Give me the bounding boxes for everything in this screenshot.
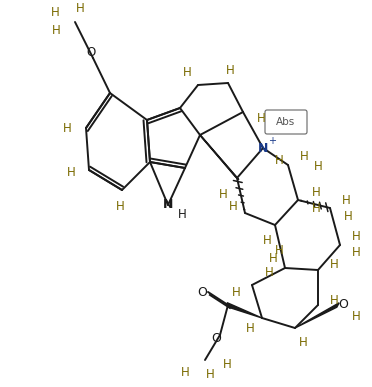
Text: H: H — [181, 365, 189, 378]
Text: H: H — [312, 185, 320, 199]
Text: H: H — [116, 200, 124, 212]
Text: H: H — [299, 337, 307, 349]
Text: +: + — [268, 136, 276, 146]
Text: H: H — [232, 286, 240, 300]
Text: H: H — [275, 154, 283, 166]
Text: H: H — [226, 63, 234, 77]
Text: H: H — [76, 2, 84, 14]
Text: H: H — [263, 233, 272, 247]
Text: H: H — [341, 194, 350, 207]
Text: H: H — [312, 202, 320, 214]
Text: H: H — [52, 24, 60, 36]
Text: O: O — [211, 332, 221, 346]
Text: N: N — [258, 142, 268, 154]
Polygon shape — [227, 303, 262, 318]
Text: H: H — [67, 166, 76, 178]
Text: H: H — [222, 358, 231, 372]
Text: H: H — [330, 259, 339, 272]
Text: H: H — [177, 209, 186, 221]
Text: H: H — [246, 322, 254, 334]
Text: H: H — [51, 5, 60, 19]
Text: H: H — [275, 245, 283, 257]
Text: H: H — [314, 161, 323, 173]
Text: H: H — [206, 368, 214, 382]
Text: H: H — [264, 267, 273, 279]
Text: H: H — [344, 209, 352, 223]
Text: H: H — [330, 293, 339, 307]
FancyBboxPatch shape — [265, 110, 307, 134]
Text: H: H — [219, 187, 227, 200]
Text: H: H — [352, 310, 360, 324]
Text: O: O — [338, 298, 348, 312]
Polygon shape — [200, 135, 239, 180]
Text: O: O — [197, 286, 207, 298]
Text: H: H — [352, 231, 360, 243]
Text: H: H — [269, 252, 278, 264]
Text: H: H — [257, 111, 265, 125]
Text: N: N — [163, 199, 173, 212]
Text: H: H — [62, 122, 71, 135]
Polygon shape — [295, 303, 339, 328]
Text: H: H — [229, 200, 237, 212]
Text: H: H — [299, 151, 308, 163]
Text: O: O — [86, 46, 96, 58]
Text: H: H — [352, 247, 360, 260]
Text: H: H — [183, 67, 191, 79]
Text: Abs: Abs — [276, 117, 296, 127]
